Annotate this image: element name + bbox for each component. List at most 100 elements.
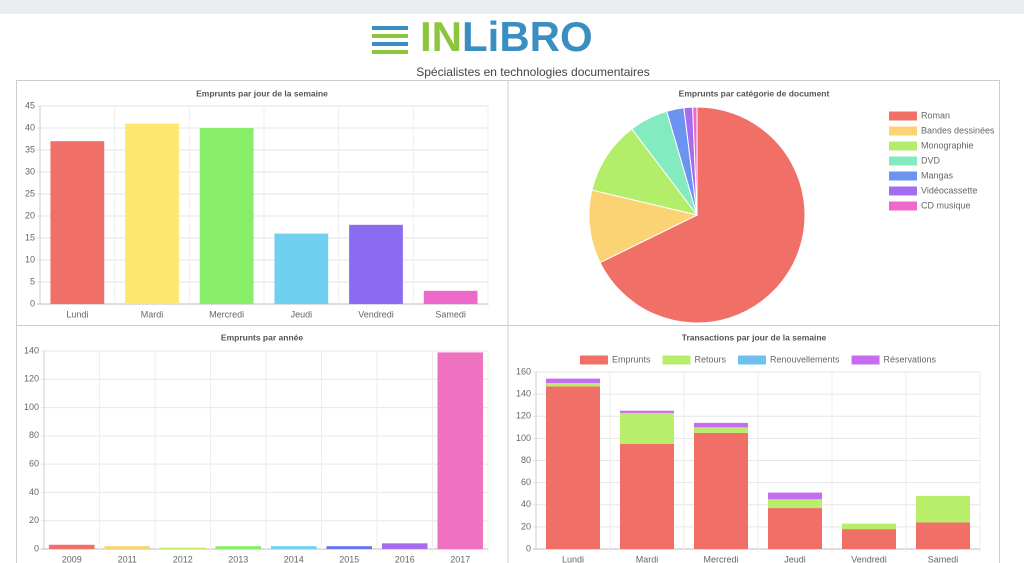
chart-title: Emprunts par année <box>221 332 303 342</box>
bar <box>104 546 151 549</box>
pie-slice <box>588 189 699 264</box>
bar <box>349 224 403 304</box>
bar <box>437 352 484 549</box>
y-tick-label: 45 <box>25 100 35 110</box>
y-tick-label: 40 <box>521 499 531 509</box>
bar-segment <box>619 412 675 444</box>
x-tick-label: 2012 <box>173 554 193 563</box>
panel-borders <box>16 80 1000 563</box>
y-tick-label: 10 <box>25 254 35 264</box>
bar-segment <box>767 492 823 500</box>
legend-label: Monographie <box>921 140 974 150</box>
bar <box>423 290 478 304</box>
legend-swatch <box>851 355 880 365</box>
bar-segment <box>545 378 601 384</box>
pie-slice <box>692 106 698 216</box>
x-tick-label: Mercredi <box>209 309 244 319</box>
x-tick-label: Lundi <box>562 554 584 563</box>
bar-segment <box>619 443 675 549</box>
y-tick-label: 20 <box>521 521 531 531</box>
logo-part: IN <box>420 13 462 60</box>
x-tick-label: Lundi <box>66 309 88 319</box>
x-tick-label: Samedi <box>928 554 959 563</box>
logo-stripes <box>372 26 408 54</box>
legend-label: Emprunts <box>612 354 651 364</box>
y-tick-label: 80 <box>29 430 39 440</box>
chart-title: Transactions par jour de la semaine <box>682 332 827 342</box>
bar-segment <box>545 386 601 549</box>
x-tick-label: 2015 <box>339 554 359 563</box>
bar <box>274 233 329 304</box>
y-tick-label: 120 <box>516 411 531 421</box>
top-bar <box>0 0 1024 14</box>
bar-segment <box>693 422 749 428</box>
chart-title: Emprunts par catégorie de document <box>679 88 830 98</box>
bar <box>381 543 428 549</box>
y-tick-label: 40 <box>29 487 39 497</box>
bar <box>270 546 317 549</box>
y-tick-label: 20 <box>25 210 35 220</box>
x-tick-label: 2014 <box>284 554 304 563</box>
x-tick-label: 2013 <box>228 554 248 563</box>
y-tick-label: 35 <box>25 144 35 154</box>
chart-title: Emprunts par jour de la semaine <box>196 88 328 98</box>
bar-segment <box>693 427 749 433</box>
x-tick-label: Vendredi <box>358 309 394 319</box>
tagline: Spécialistes en technologies documentair… <box>416 65 649 79</box>
bar-segment <box>915 522 971 549</box>
legend-swatch <box>889 171 917 181</box>
x-tick-label: Jeudi <box>291 309 313 319</box>
y-tick-label: 140 <box>516 389 531 399</box>
legend-swatch <box>662 355 691 365</box>
x-tick-label: 2017 <box>450 554 470 563</box>
legend-label: Bandes dessinées <box>921 125 995 135</box>
legend-swatch <box>889 156 917 166</box>
pie-slice <box>599 106 806 324</box>
bar <box>48 544 95 549</box>
bar-segment <box>545 383 601 387</box>
y-tick-label: 20 <box>29 515 39 525</box>
bar-segment <box>915 495 971 523</box>
legend-label: Roman <box>921 110 950 120</box>
y-tick-label: 40 <box>25 122 35 132</box>
y-tick-label: 120 <box>24 374 39 384</box>
legend-label: Retours <box>694 354 726 364</box>
legend-swatch <box>889 201 917 211</box>
y-tick-label: 5 <box>30 276 35 286</box>
bar-segment <box>619 410 675 413</box>
x-tick-label: Vendredi <box>851 554 887 563</box>
logo-part: LiBRO <box>462 13 593 60</box>
y-tick-label: 0 <box>526 543 531 553</box>
legend-label: Mangas <box>921 170 954 180</box>
bar-segment <box>841 529 897 549</box>
legend-swatch <box>889 111 917 121</box>
x-tick-label: Mercredi <box>703 554 738 563</box>
y-tick-label: 100 <box>24 402 39 412</box>
bar-segment <box>767 508 823 549</box>
x-tick-label: Mardi <box>636 554 659 563</box>
legend-label: Vidéocassette <box>921 185 977 195</box>
logo: INLiBRO <box>420 13 593 60</box>
legend-label: Réservations <box>884 354 937 364</box>
legend-label: CD musique <box>921 200 971 210</box>
y-tick-label: 60 <box>521 477 531 487</box>
y-tick-label: 60 <box>29 459 39 469</box>
y-tick-label: 0 <box>34 543 39 553</box>
y-tick-label: 160 <box>516 366 531 376</box>
bar-segment <box>767 499 823 509</box>
pie-slice <box>591 128 699 216</box>
bar <box>215 546 262 549</box>
bar <box>50 141 105 304</box>
y-tick-label: 25 <box>25 188 35 198</box>
bar <box>125 123 179 304</box>
y-tick-label: 80 <box>521 455 531 465</box>
legend-label: Renouvellements <box>770 354 840 364</box>
y-tick-label: 30 <box>25 166 35 176</box>
x-tick-label: 2016 <box>395 554 415 563</box>
y-tick-label: 15 <box>25 232 35 242</box>
y-tick-label: 0 <box>30 298 35 308</box>
legend-swatch <box>889 126 917 136</box>
x-tick-label: 2011 <box>118 554 137 563</box>
